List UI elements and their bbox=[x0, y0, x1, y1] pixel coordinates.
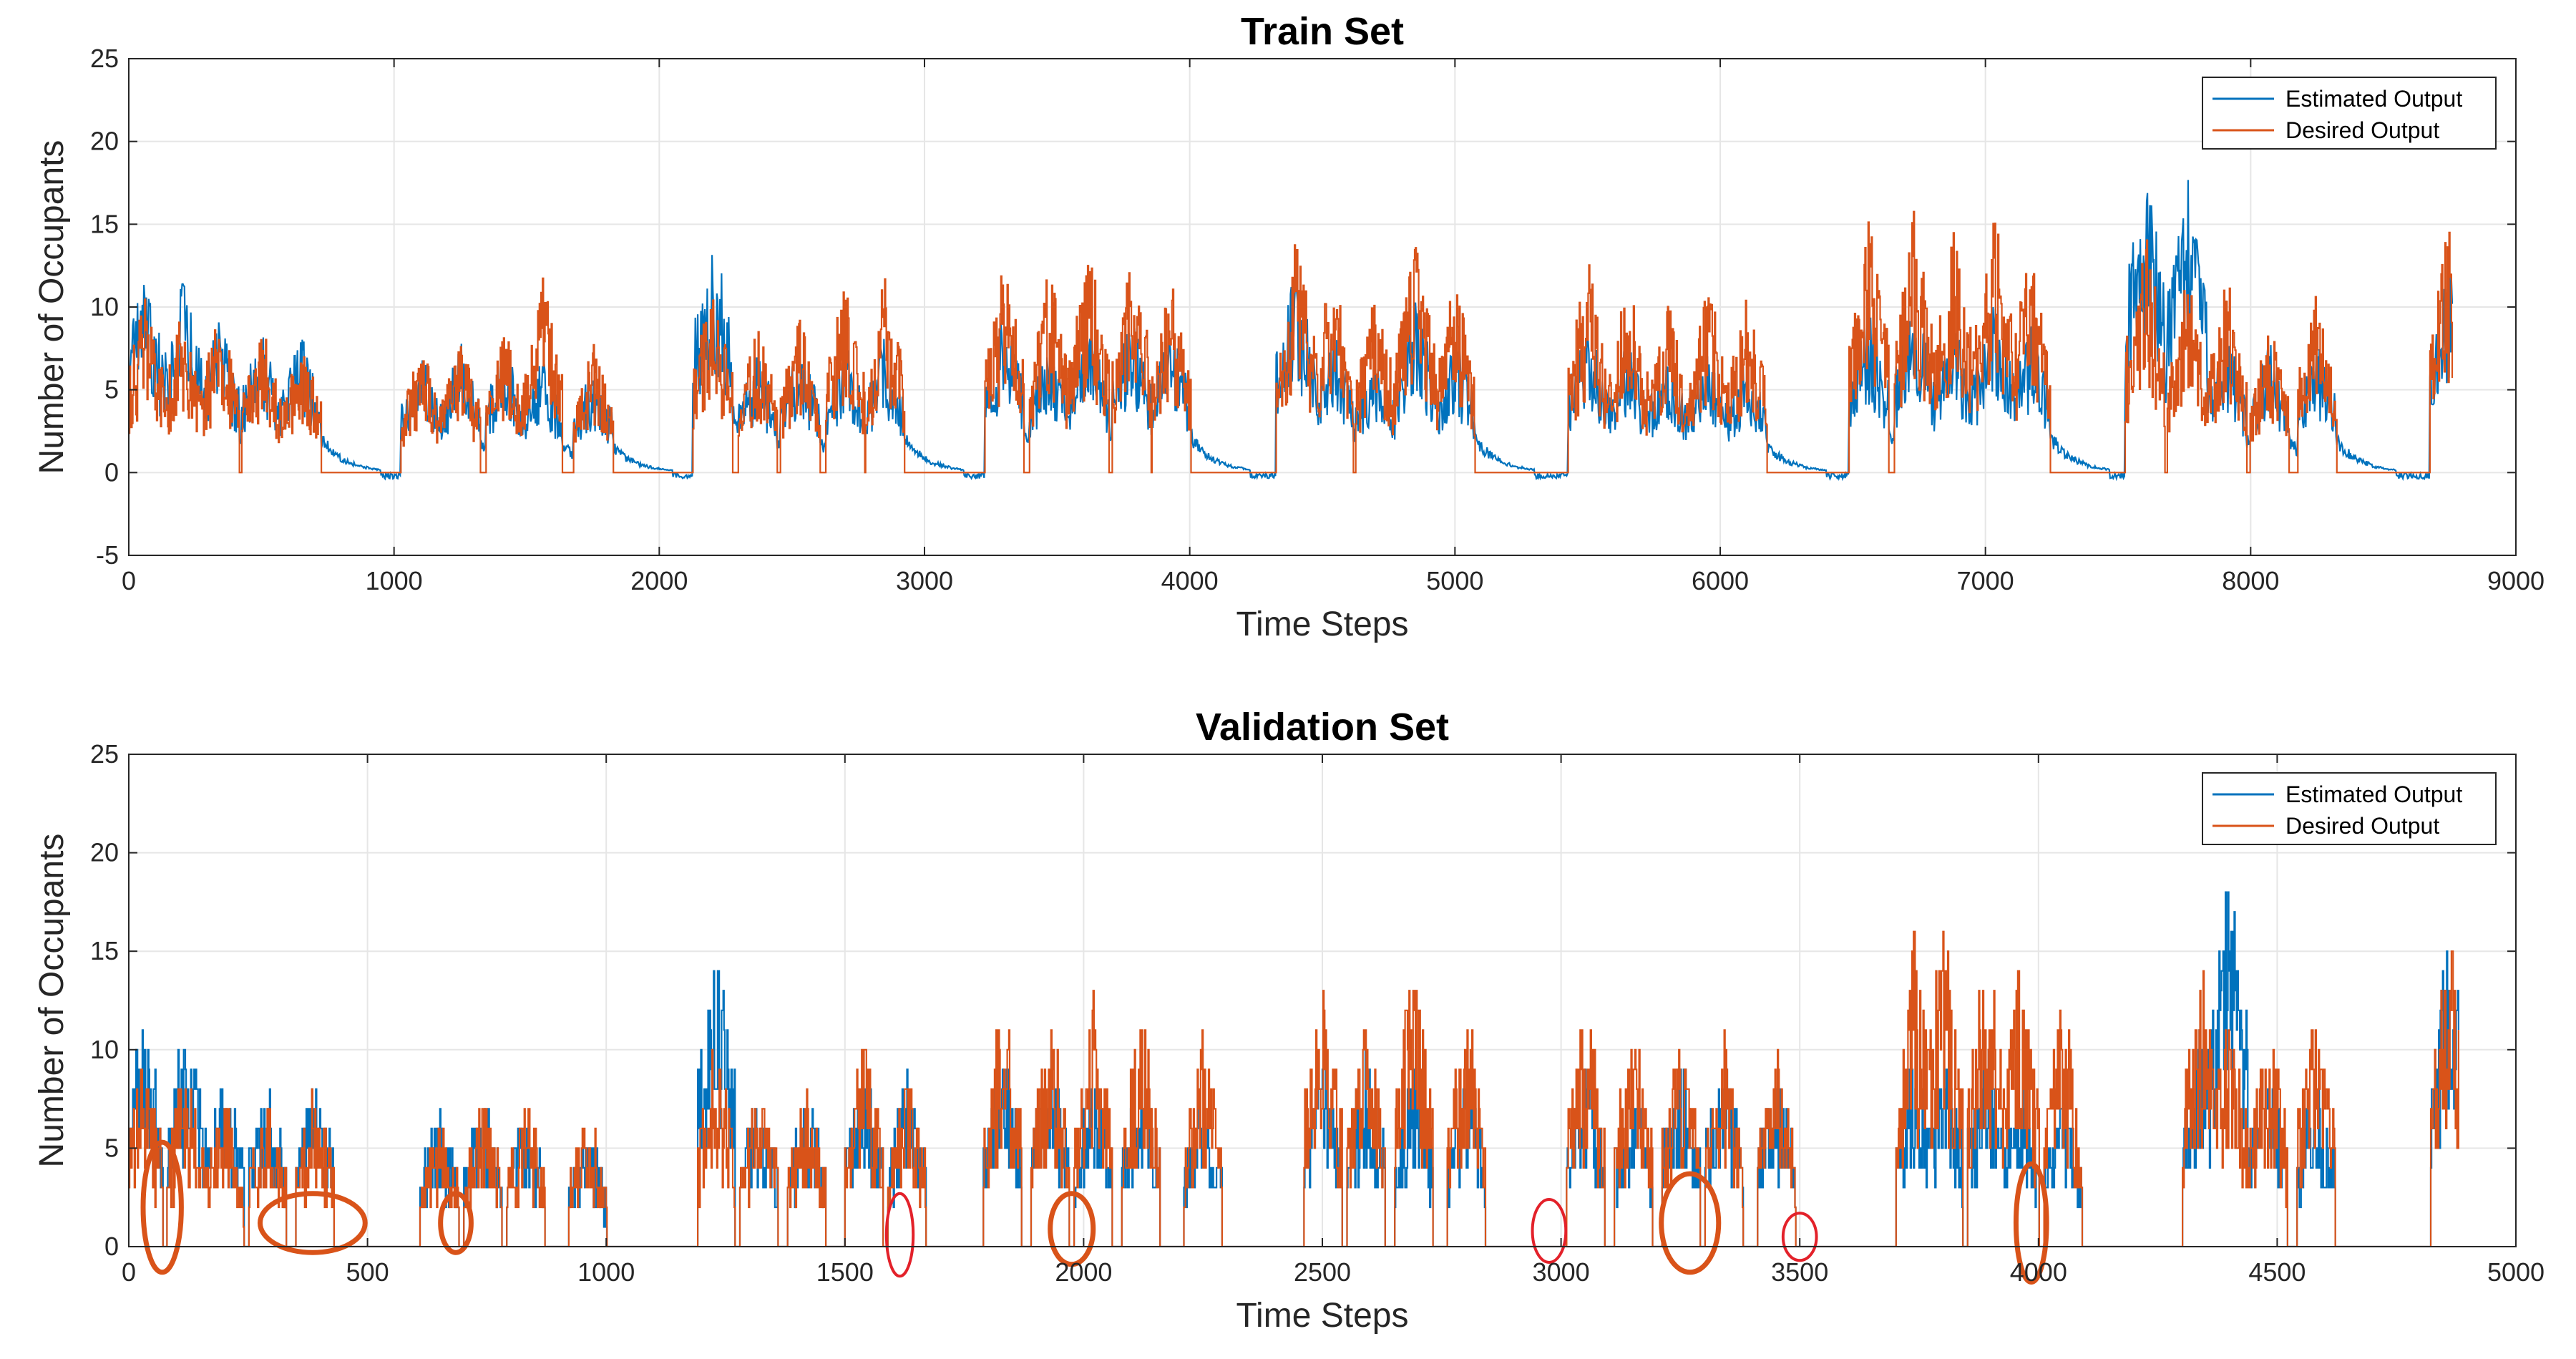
train-legend: Estimated Output Desired Output bbox=[2202, 77, 2497, 150]
validation-x-tick-label: 0 bbox=[122, 1257, 136, 1287]
validation-x-tick-label: 3500 bbox=[1771, 1257, 1828, 1287]
validation-legend-box bbox=[2202, 772, 2497, 845]
train-legend-label-desired: Desired Output bbox=[2285, 117, 2439, 143]
validation-x-tick-label: 5000 bbox=[2487, 1257, 2545, 1287]
validation-series-desired-output bbox=[129, 930, 2459, 1247]
train-y-tick-label: 0 bbox=[104, 457, 119, 487]
train-y-tick-label: 5 bbox=[104, 375, 119, 404]
validation-y-tick-label: 5 bbox=[104, 1133, 119, 1162]
validation-legend-label-desired: Desired Output bbox=[2285, 813, 2439, 839]
validation-x-tick-label: 1000 bbox=[577, 1257, 635, 1287]
train-x-tick-label: 4000 bbox=[1161, 566, 1219, 595]
validation-x-axis-label: Time Steps bbox=[1236, 1297, 1409, 1335]
train-x-tick-label: 3000 bbox=[896, 566, 953, 595]
validation-annotation-ellipse-orange bbox=[1659, 1171, 1722, 1275]
validation-annotation-ellipse-orange bbox=[257, 1191, 368, 1255]
validation-annotation-ellipse-orange bbox=[2013, 1161, 2049, 1285]
train-x-tick-label: 7000 bbox=[1957, 566, 2014, 595]
validation-x-tick-label: 4000 bbox=[2010, 1257, 2067, 1287]
validation-annotation-ellipse-red bbox=[1531, 1197, 1568, 1265]
validation-set-axes: 0 500 1000 1500 2000 2500 3000 3500 4000 4500 5000… bbox=[33, 706, 2545, 1335]
train-x-tick-label: 1000 bbox=[366, 566, 423, 595]
validation-x-tick-label: 2500 bbox=[1294, 1257, 1351, 1287]
validation-y-axis-label: Number of Occupants bbox=[33, 834, 71, 1168]
train-x-tick-label: 8000 bbox=[2222, 566, 2279, 595]
train-y-tick-label: 20 bbox=[90, 127, 119, 156]
train-y-tick-label: 10 bbox=[90, 292, 119, 321]
validation-annotation-ellipse-orange bbox=[1048, 1191, 1096, 1267]
validation-annotation-ellipse-red bbox=[1781, 1212, 1818, 1262]
train-chart-title: Train Set bbox=[1241, 10, 1404, 53]
validation-x-tick-label: 4500 bbox=[2248, 1257, 2306, 1287]
train-legend-label-estimated: Estimated Output bbox=[2285, 86, 2462, 112]
validation-legend: Estimated Output Desired Output bbox=[2202, 772, 2497, 845]
train-legend-box bbox=[2202, 77, 2497, 150]
validation-x-tick-label: 3000 bbox=[1533, 1257, 1590, 1287]
train-set-axes: 0 1000 2000 3000 4000 5000 6000 7000 8000 9000-50… bbox=[33, 10, 2545, 643]
train-series-estimated-output bbox=[129, 180, 2454, 482]
train-x-tick-label: 6000 bbox=[1692, 566, 1749, 595]
validation-legend-label-estimated: Estimated Output bbox=[2285, 781, 2462, 807]
train-series-desired-output bbox=[129, 210, 2454, 474]
train-y-axis-label: Number of Occupants bbox=[33, 140, 71, 474]
train-x-tick-label: 0 bbox=[122, 566, 136, 595]
train-x-tick-label: 2000 bbox=[630, 566, 688, 595]
validation-chart-title: Validation Set bbox=[1196, 706, 1449, 749]
validation-annotation-ellipse-orange bbox=[140, 1139, 184, 1275]
validation-annotation-ellipse-red bbox=[884, 1192, 915, 1278]
validation-annotation-ellipse-orange bbox=[438, 1191, 474, 1255]
validation-x-tick-label: 500 bbox=[346, 1257, 389, 1287]
validation-y-tick-label: 25 bbox=[90, 739, 119, 769]
train-x-axis-label: Time Steps bbox=[1236, 605, 1409, 643]
validation-y-tick-label: 15 bbox=[90, 936, 119, 965]
validation-x-tick-label: 1500 bbox=[816, 1257, 874, 1287]
train-x-tick-label: 5000 bbox=[1426, 566, 1483, 595]
validation-x-tick-label: 2000 bbox=[1055, 1257, 1112, 1287]
train-y-tick-label: 25 bbox=[90, 44, 119, 73]
validation-y-tick-label: 20 bbox=[90, 838, 119, 867]
validation-y-tick-label: 0 bbox=[104, 1232, 119, 1261]
validation-y-tick-label: 10 bbox=[90, 1035, 119, 1064]
train-y-tick-label: 15 bbox=[90, 209, 119, 238]
train-x-tick-label: 9000 bbox=[2487, 566, 2545, 595]
train-y-tick-label: -5 bbox=[96, 540, 119, 570]
